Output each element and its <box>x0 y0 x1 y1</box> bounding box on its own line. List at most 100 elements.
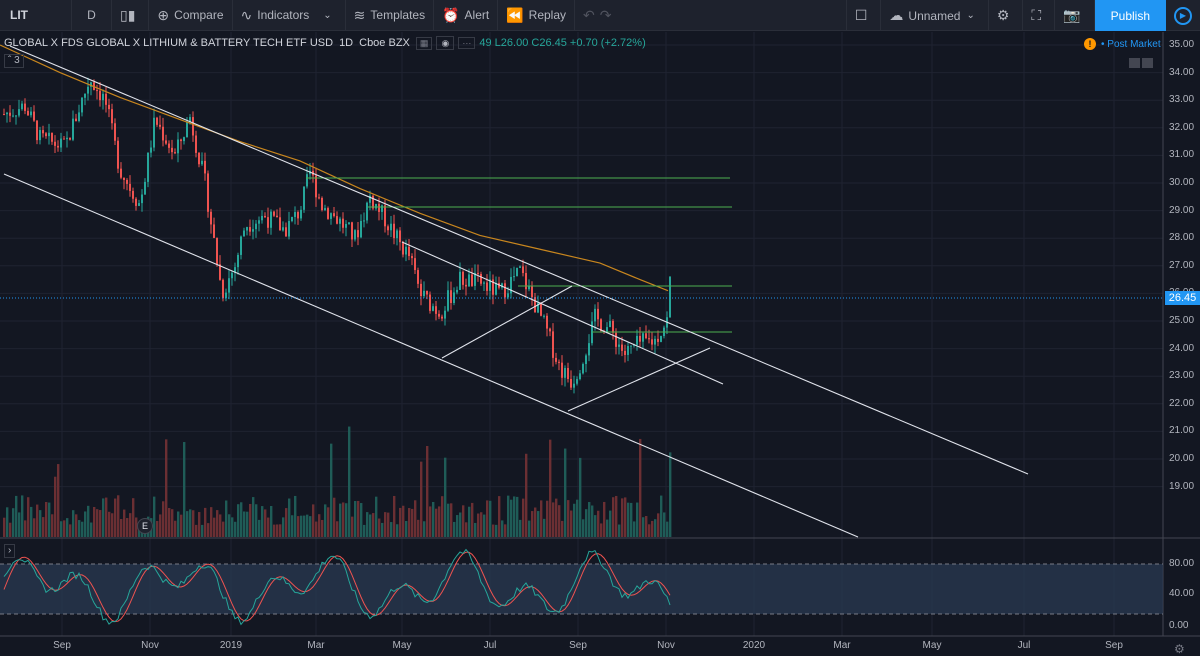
candle-body <box>510 276 512 294</box>
candle-body <box>297 212 299 219</box>
volume-bar <box>153 496 156 537</box>
volume-bar <box>621 498 624 537</box>
candle-body <box>426 290 428 295</box>
interval-button[interactable]: D <box>72 0 112 31</box>
candle-body <box>369 195 371 203</box>
candle-body <box>246 227 248 231</box>
expand-icon: ⛶ <box>1031 7 1042 23</box>
alert-button[interactable]: ⏰ Alert <box>434 0 499 31</box>
volume-bar <box>654 519 657 537</box>
candle-body <box>219 264 221 280</box>
templates-button[interactable]: ≋ Templates <box>346 0 435 31</box>
expand-button[interactable]: ⛶ <box>1023 0 1056 31</box>
pane-collapse-button[interactable]: › <box>4 544 16 558</box>
legend-more-icon[interactable]: ··· <box>458 37 476 49</box>
candle-body <box>48 132 50 137</box>
symbol-search[interactable]: LIT <box>0 0 72 31</box>
volume-bar <box>12 508 15 537</box>
compare-button[interactable]: ⊕ Compare <box>149 0 233 31</box>
volume-bar <box>234 521 237 537</box>
chart-type-button[interactable]: ▯▮ <box>112 0 150 31</box>
chart-area[interactable]: GLOBAL X FDS GLOBAL X LITHIUM & BATTERY … <box>0 32 1200 656</box>
candle-body <box>237 254 239 268</box>
volume-bar <box>588 502 591 537</box>
volume-bar <box>390 522 393 537</box>
price-chart-svg[interactable] <box>0 32 1200 656</box>
volume-bar <box>108 511 111 537</box>
candle-body <box>534 297 536 313</box>
eye-icon[interactable]: ◉ <box>436 36 455 50</box>
indicators-button[interactable]: ∿ Indicators ⌄ <box>233 0 346 31</box>
volume-bar <box>483 514 486 537</box>
volume-bar <box>522 498 525 537</box>
volume-bar <box>291 515 294 537</box>
candle-body <box>264 215 266 218</box>
volume-bar <box>531 511 534 537</box>
volume-bar <box>606 519 609 537</box>
candle-body <box>174 152 176 154</box>
candle-body <box>339 218 341 224</box>
time-tick-label: Nov <box>141 640 159 651</box>
earnings-badge[interactable]: E <box>137 518 153 534</box>
candle-body <box>291 216 293 222</box>
snapshot-button[interactable]: 📷 <box>1055 0 1095 31</box>
candle-body <box>531 286 533 298</box>
candle-body <box>195 135 197 153</box>
undo-button[interactable]: ↶ ↷ <box>575 0 624 31</box>
play-button[interactable]: ▶ <box>1166 0 1200 31</box>
volume-bar <box>438 506 441 537</box>
wedge-pattern-right <box>567 347 711 412</box>
candle-body <box>645 333 647 339</box>
axis-settings-icon[interactable]: ⚙ <box>1174 642 1185 656</box>
legend-title: GLOBAL X FDS GLOBAL X LITHIUM & BATTERY … <box>4 37 334 49</box>
candle-body <box>99 90 101 101</box>
volume-bar <box>228 514 231 537</box>
candle-body <box>57 145 59 148</box>
candle-body <box>384 205 386 227</box>
volume-bar <box>612 497 615 537</box>
candle-body <box>240 236 242 255</box>
candle-body <box>303 186 305 210</box>
volume-bar <box>186 511 189 537</box>
alert-label: Alert <box>464 8 490 22</box>
replay-button[interactable]: ⏪ Replay <box>498 0 576 31</box>
volume-bar <box>447 503 450 537</box>
settings-button[interactable]: ⚙ <box>989 0 1024 31</box>
volume-bar <box>306 514 309 537</box>
candle-body <box>648 338 650 340</box>
volume-bar <box>162 501 165 537</box>
layout-menu[interactable]: ☁ Unnamed ⌄ <box>881 0 989 31</box>
candle-body <box>405 246 407 255</box>
volume-bar <box>201 524 204 537</box>
candle-body <box>612 320 614 333</box>
post-market-indicator[interactable]: ! • Post Market <box>1084 38 1161 50</box>
candle-body <box>471 274 473 286</box>
fullscreen-toggle[interactable]: ☐ <box>845 0 882 31</box>
maximize-pane-icon[interactable] <box>1142 58 1153 68</box>
publish-button[interactable]: Publish <box>1094 0 1166 31</box>
candle-body <box>306 174 308 187</box>
volume-bar <box>369 514 372 537</box>
candle-body <box>18 109 20 116</box>
chevron-down-icon: ⌄ <box>323 9 332 21</box>
candle-body <box>576 379 578 384</box>
volume-bar <box>570 510 573 537</box>
price-tick-label: 24.00 <box>1169 342 1195 354</box>
volume-bar <box>18 512 21 537</box>
legend-collapse-button[interactable]: ˆ 3 <box>4 54 24 68</box>
candle-body <box>582 364 584 374</box>
candle-body <box>483 282 485 284</box>
candle-body <box>81 97 83 113</box>
minimize-pane-icon[interactable] <box>1129 58 1140 68</box>
volume-bar <box>378 518 381 537</box>
volume-bar <box>132 498 135 537</box>
legend-settings-icon[interactable]: ▦ <box>415 36 433 50</box>
volume-bar <box>231 517 234 537</box>
volume-bar <box>555 498 558 537</box>
candle-body <box>354 230 356 240</box>
volume-bar <box>633 521 636 537</box>
candle-body <box>183 137 185 142</box>
volume-bar <box>537 511 540 537</box>
volume-bar <box>183 442 186 537</box>
candle-body <box>597 308 599 320</box>
